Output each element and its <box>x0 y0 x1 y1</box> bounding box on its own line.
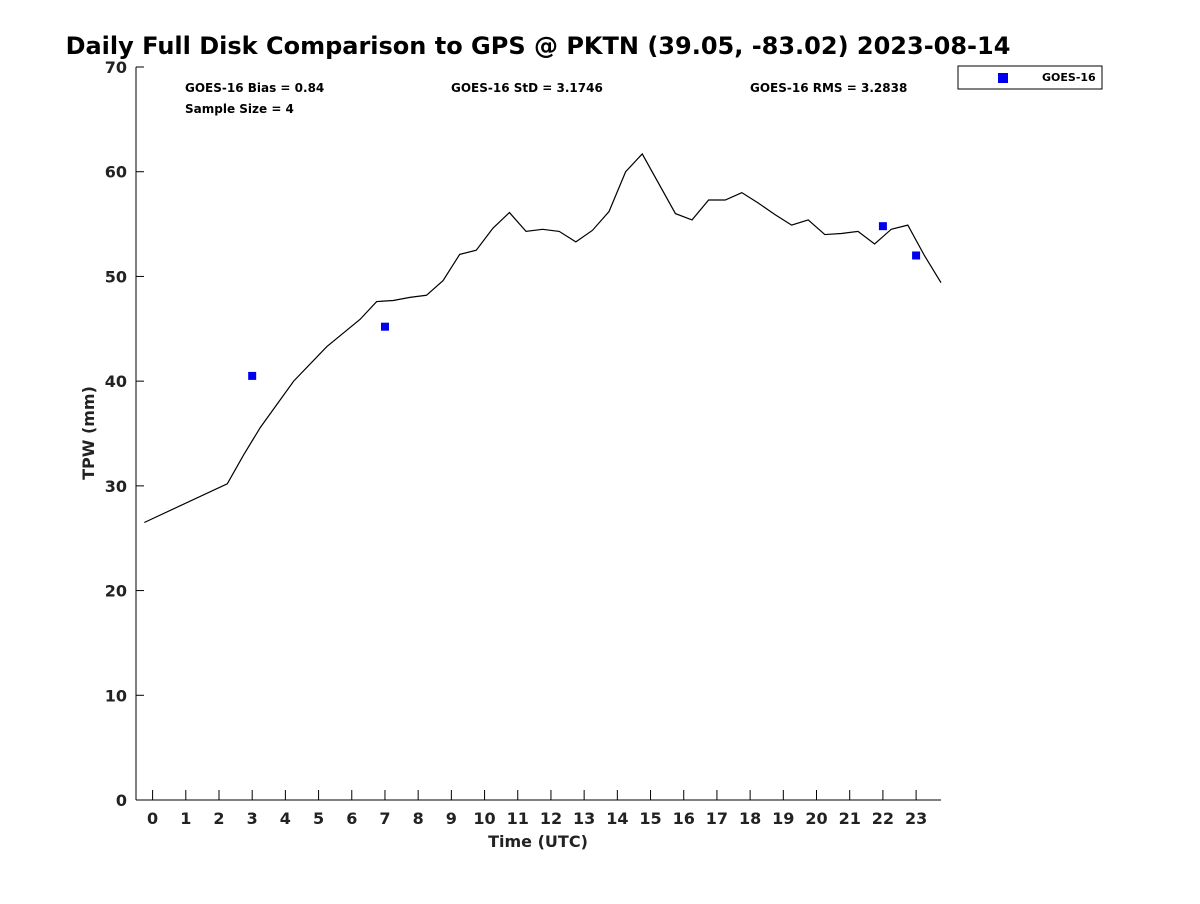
y-tick-label: 60 <box>105 163 127 182</box>
goes-16-point <box>380 322 389 331</box>
legend-marker-goes-16 <box>998 73 1008 83</box>
x-tick-label: 9 <box>446 809 457 828</box>
data-group <box>144 152 942 524</box>
gps-tpw-line <box>144 152 942 524</box>
x-tick-label: 8 <box>413 809 424 828</box>
x-tick-label: 17 <box>706 809 728 828</box>
legend-box <box>957 65 1103 90</box>
x-tick-label: 1 <box>180 809 191 828</box>
x-tick-label: 21 <box>839 809 861 828</box>
x-tick-label: 16 <box>673 809 695 828</box>
x-tick-label: 0 <box>147 809 158 828</box>
x-tick-label: 5 <box>313 809 324 828</box>
x-tick-label: 13 <box>573 809 595 828</box>
x-tick-label: 11 <box>507 809 529 828</box>
y-tick-label: 30 <box>105 477 127 496</box>
y-axis-label: TPW (mm) <box>79 386 98 480</box>
goes-16-point <box>878 222 887 231</box>
x-tick-label: 4 <box>280 809 291 828</box>
legend: GOES-16 <box>957 65 1103 90</box>
x-tick-label: 19 <box>772 809 794 828</box>
x-tick-label: 6 <box>346 809 357 828</box>
y-tick-label: 20 <box>105 582 127 601</box>
goes-16-point <box>912 251 921 260</box>
chart-title: Daily Full Disk Comparison to GPS @ PKTN… <box>66 32 1011 60</box>
y-tick-label: 50 <box>105 267 127 286</box>
stat-sample-size: Sample Size = 4 <box>185 102 294 116</box>
x-tick-label: 15 <box>639 809 661 828</box>
stat-bias: GOES-16 Bias = 0.84 <box>185 81 324 95</box>
x-tick-label: 23 <box>905 809 927 828</box>
y-tick-label: 0 <box>116 791 127 810</box>
x-tick-label: 14 <box>606 809 628 828</box>
x-tick-label: 10 <box>473 809 495 828</box>
y-tick-label: 70 <box>105 58 127 77</box>
x-tick-label: 22 <box>872 809 894 828</box>
y-tick-label: 10 <box>105 686 127 705</box>
goes-16-point <box>248 371 257 380</box>
legend-label-goes-16: GOES-16 <box>1042 71 1096 84</box>
stat-std: GOES-16 StD = 3.1746 <box>451 81 603 95</box>
stat-rms: GOES-16 RMS = 3.2838 <box>750 81 907 95</box>
x-tick-label: 2 <box>213 809 224 828</box>
x-axis-label: Time (UTC) <box>488 832 588 851</box>
x-tick-label: 7 <box>379 809 390 828</box>
x-tick-label: 12 <box>540 809 562 828</box>
y-tick-label: 40 <box>105 372 127 391</box>
x-tick-label: 18 <box>739 809 761 828</box>
x-tick-label: 20 <box>805 809 827 828</box>
x-tick-label: 3 <box>247 809 258 828</box>
